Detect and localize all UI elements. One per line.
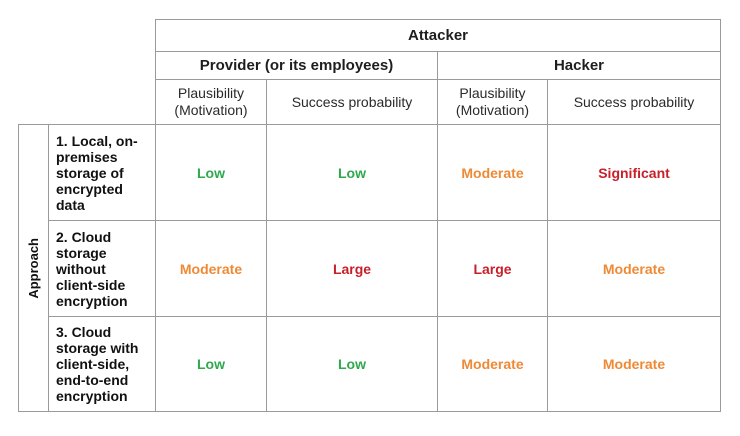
provider-group-header: Provider (or its employees) [155, 51, 438, 80]
value-cell: Moderate [547, 316, 721, 412]
value-cell: Moderate [547, 220, 721, 317]
approach-label: Approach [26, 237, 41, 299]
risk-matrix-table: Attacker Provider (or its employees) Hac… [18, 19, 721, 412]
column-header-hacker-success: Success probability [547, 79, 721, 125]
approach-label-cell: Approach [18, 124, 49, 412]
value-cell: Moderate [437, 124, 548, 221]
hacker-group-header: Hacker [437, 51, 721, 80]
value-cell: Moderate [437, 316, 548, 412]
value-cell: Low [155, 316, 267, 412]
column-header-provider-plausibility: Plausibility (Motivation) [155, 79, 267, 125]
value-cell: Large [266, 220, 438, 317]
value-cell: Low [266, 316, 438, 412]
column-header-provider-success: Success probability [266, 79, 438, 125]
value-cell: Significant [547, 124, 721, 221]
row-label-local-storage: 1. Local, on- premises storage of encryp… [48, 124, 156, 221]
row-label-cloud-e2e-encryption: 3. Cloud storage with client-side, end-t… [48, 316, 156, 412]
value-cell: Low [266, 124, 438, 221]
attacker-header: Attacker [155, 19, 721, 52]
row-label-cloud-no-encryption: 2. Cloud storage without client-side enc… [48, 220, 156, 317]
value-cell: Large [437, 220, 548, 317]
value-cell: Low [155, 124, 267, 221]
value-cell: Moderate [155, 220, 267, 317]
column-header-hacker-plausibility: Plausibility (Motivation) [437, 79, 548, 125]
